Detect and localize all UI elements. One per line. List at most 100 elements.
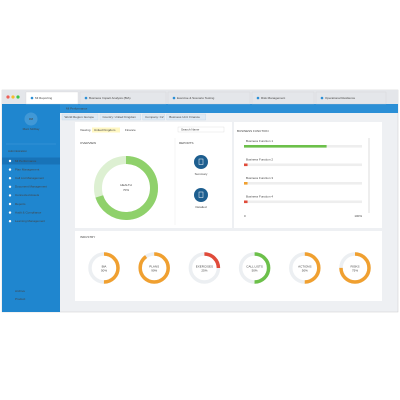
report-label: Detailed <box>195 205 206 209</box>
active-item <box>2 157 60 165</box>
menu-item[interactable]: Audit & Compliance <box>15 210 42 214</box>
doc-icon <box>198 191 204 198</box>
report-label: Summary <box>195 172 208 176</box>
menu-icon <box>8 194 12 197</box>
logo: C2 <box>29 117 33 121</box>
report-icon[interactable] <box>194 155 208 169</box>
chip: United Kingdom <box>94 128 116 132</box>
bar-track <box>244 182 362 185</box>
tab[interactable] <box>167 91 251 105</box>
min-dot[interactable] <box>11 95 15 99</box>
gauge-name: BIA <box>102 264 107 268</box>
gauge-label: 50% <box>101 269 107 273</box>
tab[interactable] <box>25 91 79 105</box>
bar-label: Business Function 1 <box>246 139 273 143</box>
menu-item[interactable]: Learning Management <box>15 219 45 223</box>
menu-icon <box>8 185 12 188</box>
gauge-arc <box>238 252 271 284</box>
tab-icon <box>30 96 34 100</box>
gauge-arc <box>138 252 170 284</box>
bar-track <box>244 163 362 167</box>
tab[interactable] <box>79 91 167 105</box>
tab-icon <box>256 96 260 100</box>
section-title: INDUSTRY <box>80 235 95 239</box>
tab-icon <box>320 96 324 100</box>
section-title: OVERVIEW <box>80 141 96 145</box>
gauge-arc <box>188 252 221 284</box>
tab-label: Exercise & Scenario Testing <box>177 96 215 100</box>
filter-label: Company: C2 <box>145 115 164 119</box>
search-box[interactable] <box>177 126 225 133</box>
gauge-label: 75% <box>352 269 358 273</box>
menu-icon <box>8 211 12 214</box>
menu-item[interactable]: Call List Management <box>15 176 44 180</box>
report-icon[interactable] <box>194 188 208 202</box>
bar <box>244 163 248 167</box>
sidebar-footer[interactable]: Product <box>15 297 26 301</box>
gauge-label: 50% <box>252 269 258 273</box>
filter-chip[interactable] <box>61 113 99 121</box>
gauge-arc <box>88 252 120 284</box>
bar-label: Business Function 3 <box>246 176 273 180</box>
menu-icon <box>8 202 12 206</box>
menu-icon <box>8 168 12 171</box>
filter-label: Country: United Kingdom <box>103 115 137 119</box>
tab-icon <box>84 96 88 100</box>
filter-chip[interactable] <box>166 113 206 121</box>
section-title: REPORTS <box>179 141 193 145</box>
tab-label: Risk Management <box>261 96 285 100</box>
filter-label: Business Unit: Finance <box>169 115 200 119</box>
page-title: MI Performance <box>66 106 88 110</box>
section-label: Administration <box>8 149 27 153</box>
menu-item[interactable]: Reports <box>15 202 26 206</box>
tab[interactable] <box>315 91 387 105</box>
sidebar <box>2 104 60 312</box>
gauge-arc <box>339 252 371 284</box>
menu-item[interactable]: MI Performance <box>15 159 37 163</box>
menu-icon <box>8 177 12 180</box>
filter-label: World Region: Europe <box>65 115 95 119</box>
bar <box>244 145 327 148</box>
gauge-label: 25% <box>201 269 207 273</box>
menu-icon <box>8 159 12 163</box>
sidebar-footer[interactable]: Archive <box>15 289 25 293</box>
gauge-label: 50% <box>302 269 308 273</box>
bar <box>244 200 248 204</box>
search-placeholder: Search Name <box>181 127 200 131</box>
bar <box>244 182 248 185</box>
menu-item[interactable]: Plan Management <box>15 167 40 171</box>
bar-label: Business Function 4 <box>246 194 273 198</box>
header-bar <box>60 104 398 113</box>
logo-badge <box>24 112 38 126</box>
chip <box>92 127 120 133</box>
gauge-name: CALL LISTS <box>246 264 263 268</box>
bar-label: Business Function 2 <box>246 157 273 161</box>
industry-panel <box>75 231 382 301</box>
max-dot[interactable] <box>16 95 20 99</box>
axis-label: 100% <box>354 214 362 218</box>
gauge-label: 70% <box>123 188 129 192</box>
gauge-arc <box>289 252 321 284</box>
menu-item[interactable]: Connected Assets <box>15 193 40 197</box>
tab-label: MI Reporting <box>35 96 53 100</box>
gauge-name: RISKS <box>350 264 359 268</box>
filter-chip[interactable] <box>99 113 141 121</box>
filter-chip[interactable] <box>142 113 165 121</box>
axis-label: 0 <box>244 214 246 218</box>
tab[interactable] <box>251 91 315 105</box>
gauge-name: EXERCISES <box>196 264 213 268</box>
viewing-label: Viewing <box>80 128 91 132</box>
gauge-name: ACTIONS <box>298 264 311 268</box>
business-function-panel <box>234 122 382 228</box>
menu-icon <box>8 220 12 223</box>
chip: Finance <box>125 128 136 132</box>
doc-icon <box>198 158 204 165</box>
gauge-label: 90% <box>151 269 157 273</box>
menu-item[interactable]: Document Management <box>15 185 47 189</box>
gauge-name: HEALTH <box>120 183 132 187</box>
section-title: BUSINESS FUNCTION <box>237 129 269 133</box>
tab-label: Operational Resilience <box>325 96 356 100</box>
tab-icon <box>172 96 176 100</box>
close-dot[interactable] <box>6 95 10 99</box>
